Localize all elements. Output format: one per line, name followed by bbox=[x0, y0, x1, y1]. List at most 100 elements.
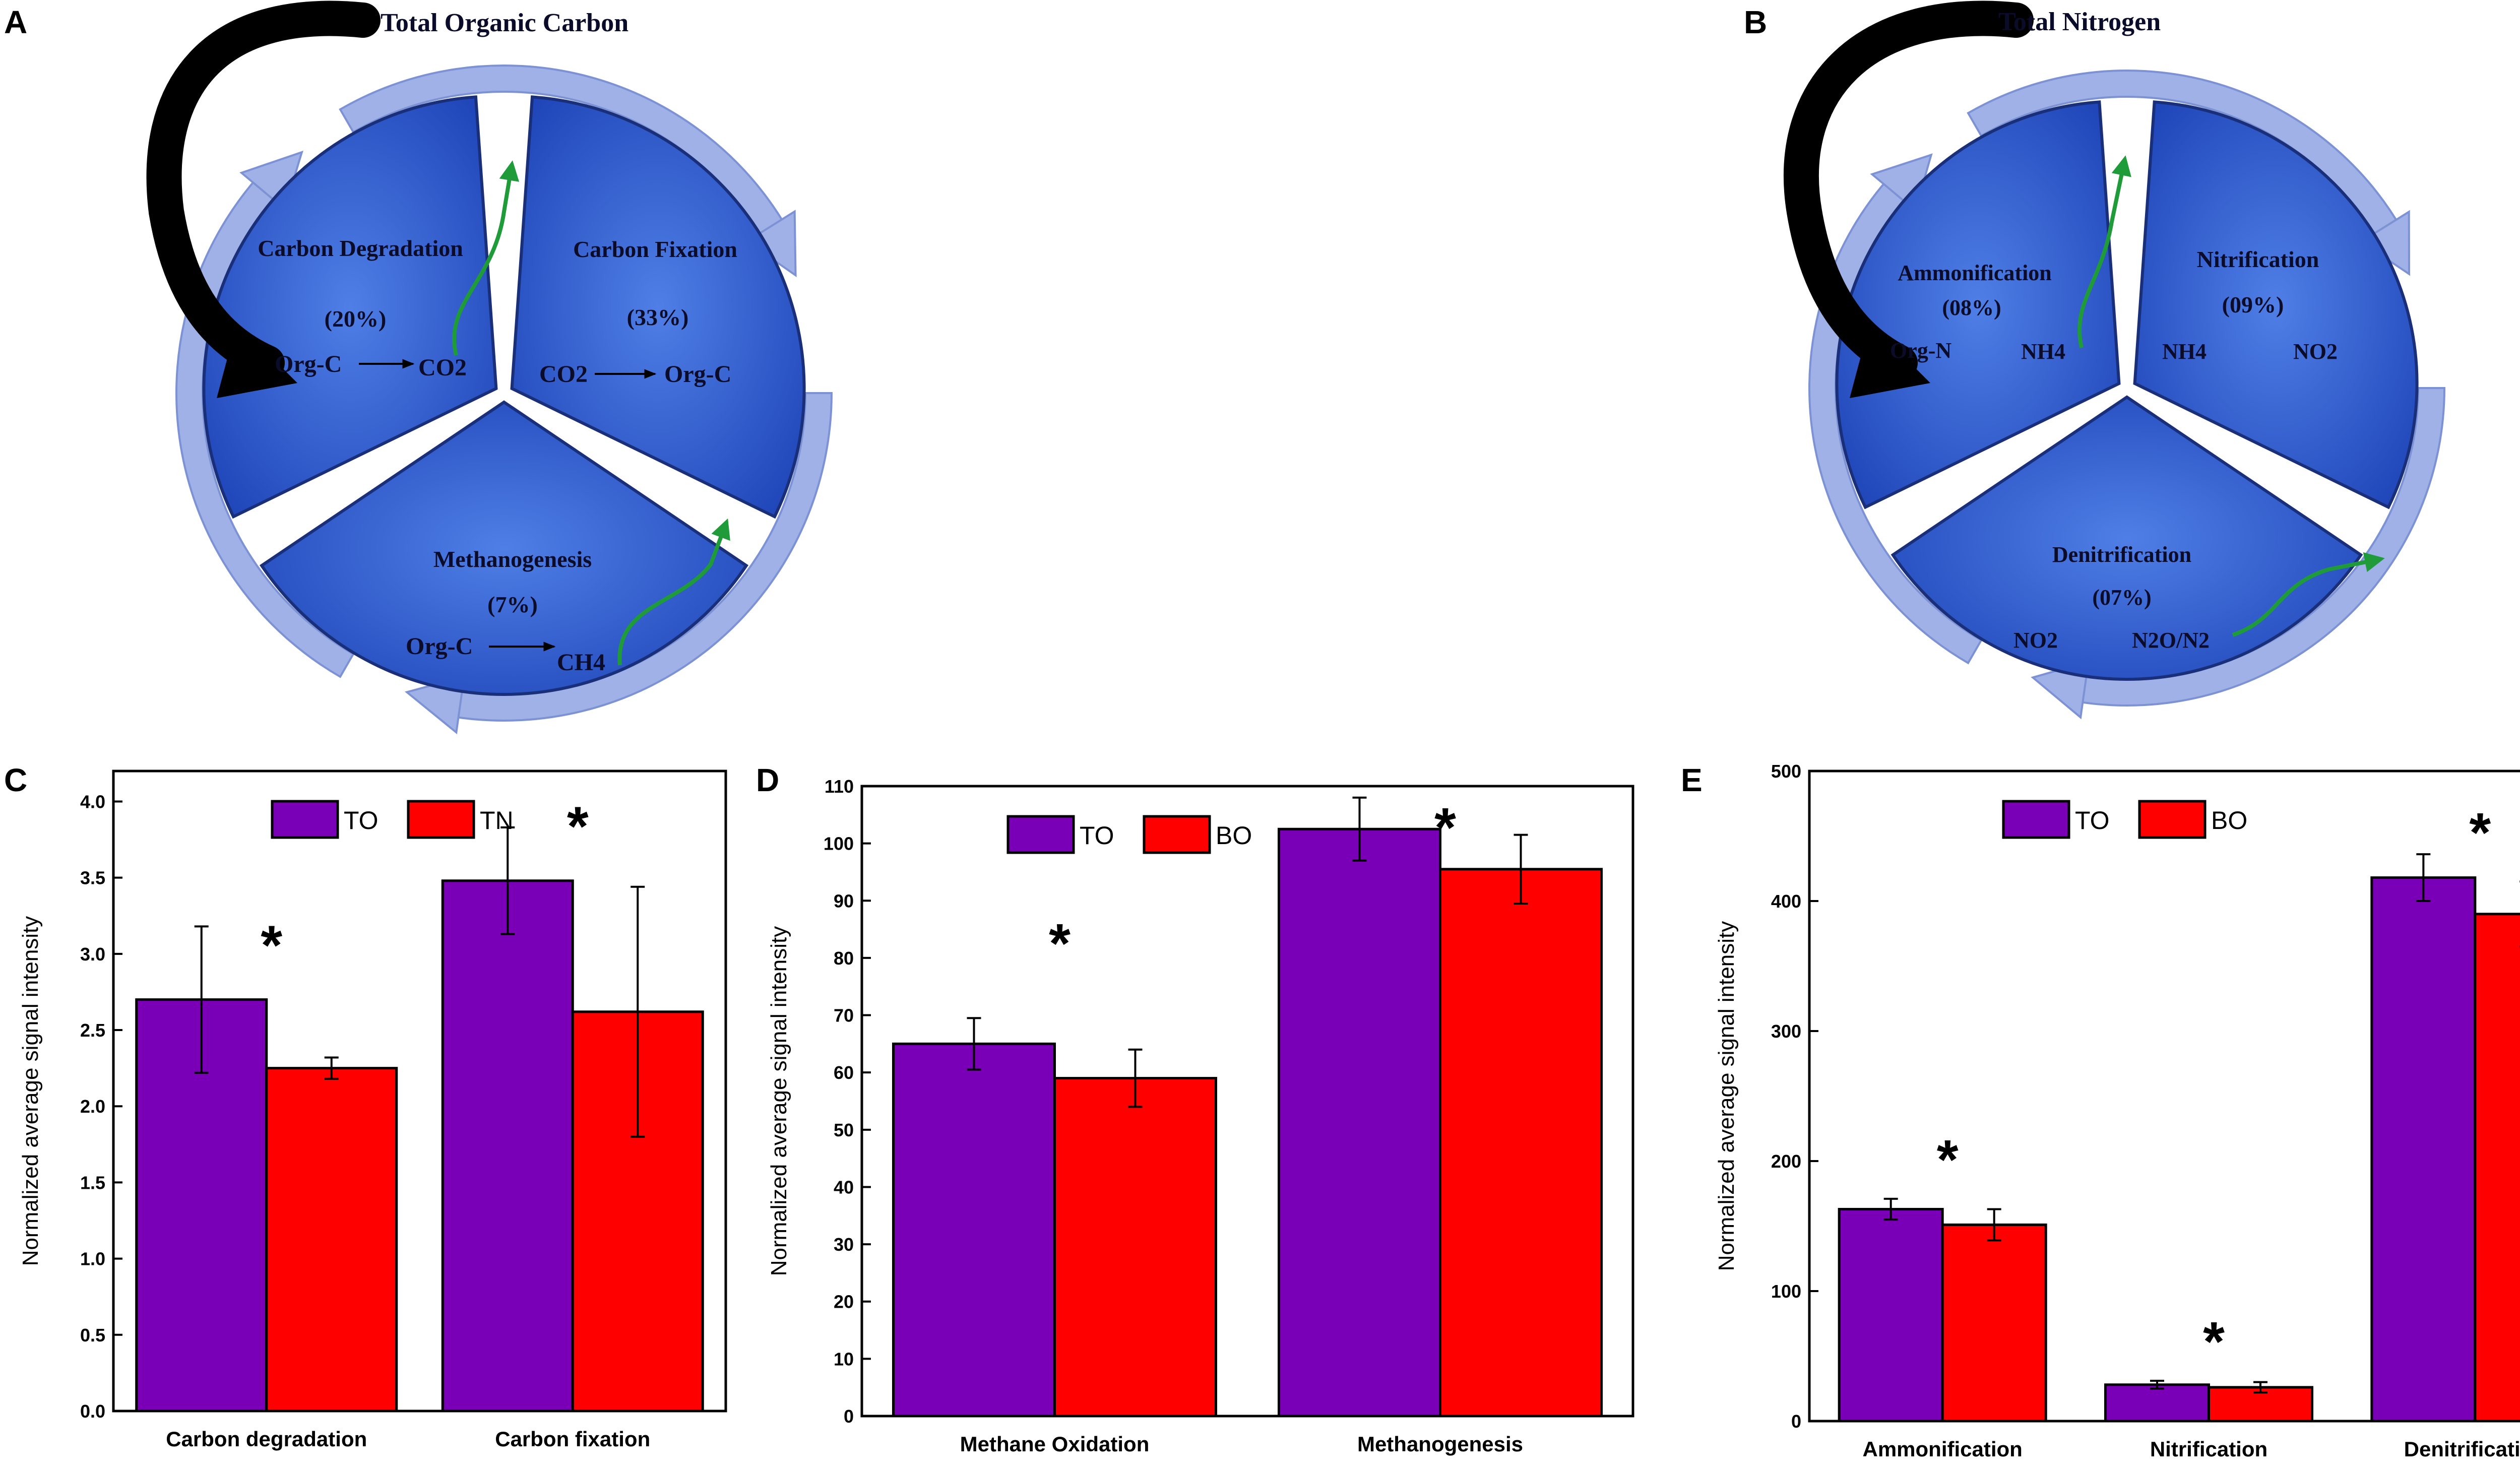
sector-name: Carbon Degradation bbox=[258, 235, 463, 261]
x-category-label: Methanogenesis bbox=[1357, 1432, 1523, 1456]
sector-to: CO2 bbox=[418, 354, 467, 381]
green-flow-arrow bbox=[2232, 552, 2385, 637]
x-category-label: Ammonification bbox=[1862, 1437, 2022, 1461]
y-tick-label: 1.0 bbox=[80, 1249, 105, 1269]
cycle-sector bbox=[510, 95, 806, 519]
x-category-label: Nitrification bbox=[2150, 1437, 2267, 1461]
cycle-diagram-nitrogen: Total Nitrogen Ammonification (08%) Org-… bbox=[1783, 1, 2446, 720]
y-tick-label: 50 bbox=[834, 1120, 854, 1140]
curved-black-arrow-head bbox=[217, 323, 297, 398]
y-tick-label: 500 bbox=[1771, 761, 1801, 782]
plot-frame bbox=[860, 785, 1634, 1418]
sector-name: Ammonification bbox=[1898, 261, 2052, 285]
sector-pct: (07%) bbox=[2092, 585, 2151, 610]
sector-from: Org-C bbox=[275, 351, 342, 377]
bar bbox=[1439, 868, 1603, 1418]
bar bbox=[441, 879, 574, 1413]
legend-swatch bbox=[271, 800, 339, 839]
green-flow-arrow bbox=[2077, 155, 2131, 348]
sector-from: NH4 bbox=[2162, 339, 2207, 364]
legend-label: BO bbox=[2211, 806, 2247, 835]
sector-from: CO2 bbox=[539, 361, 588, 388]
significance-star: * bbox=[1937, 1129, 1959, 1191]
y-tick-label: 60 bbox=[834, 1062, 854, 1083]
cycle-title: Total Nitrogen bbox=[1998, 8, 2161, 36]
bar bbox=[2370, 876, 2477, 1423]
legend-swatch bbox=[2002, 800, 2070, 839]
sector-to: NH4 bbox=[2021, 339, 2065, 364]
legend-label: TO bbox=[344, 806, 379, 835]
y-tick-label: 30 bbox=[834, 1234, 854, 1255]
cycle-diagram-carbon: Total Organic Carbon Carbon Degradation … bbox=[146, 1, 833, 735]
bar bbox=[2474, 913, 2520, 1423]
y-tick-label: 300 bbox=[1771, 1021, 1801, 1042]
y-tick-label: 20 bbox=[834, 1292, 854, 1312]
sector-name: Nitrification bbox=[2197, 246, 2319, 272]
sector-pct: (20%) bbox=[325, 306, 387, 332]
panel-letter-d: D bbox=[756, 762, 779, 798]
y-tick-label: 110 bbox=[825, 776, 854, 797]
y-tick-label: 100 bbox=[1771, 1281, 1801, 1302]
sector-pct: (7%) bbox=[487, 592, 538, 617]
sector-name: Carbon Fixation bbox=[573, 236, 737, 262]
legend-swatch bbox=[407, 800, 475, 839]
y-axis-label: Normalized average signal intensity bbox=[767, 926, 791, 1276]
bar bbox=[1838, 1207, 1944, 1423]
y-tick-label: 70 bbox=[834, 1005, 854, 1026]
bar bbox=[1278, 827, 1441, 1418]
green-flow-arrow bbox=[617, 518, 730, 666]
bar bbox=[892, 1042, 1056, 1418]
x-category-label: Carbon fixation bbox=[495, 1427, 650, 1451]
significance-star: * bbox=[567, 796, 589, 858]
panel-letter-e: E bbox=[1681, 762, 1703, 798]
sector-pct: (09%) bbox=[2222, 292, 2284, 317]
y-tick-label: 3.5 bbox=[80, 868, 105, 888]
y-tick-label: 2.5 bbox=[80, 1020, 105, 1041]
legend-swatch bbox=[1143, 815, 1211, 854]
significance-star: * bbox=[1049, 913, 1070, 975]
x-category-label: Methane Oxidation bbox=[960, 1432, 1150, 1456]
y-tick-label: 0 bbox=[1791, 1411, 1801, 1432]
sector-from: Org-N bbox=[1890, 338, 1951, 363]
bar bbox=[2104, 1383, 2210, 1423]
y-tick-label: 0.0 bbox=[80, 1401, 105, 1422]
significance-star: * bbox=[2203, 1311, 2225, 1373]
y-tick-label: 200 bbox=[1771, 1151, 1801, 1172]
panel-letter-b: B bbox=[1744, 4, 1767, 40]
cycle-sector bbox=[1891, 395, 2363, 681]
significance-star: * bbox=[2469, 802, 2491, 864]
sector-to: N2O/N2 bbox=[2132, 628, 2210, 653]
curved-black-arrow-head bbox=[1850, 323, 1930, 398]
legend-label: TO bbox=[1080, 821, 1114, 850]
bar bbox=[265, 1067, 398, 1413]
cycle-sector bbox=[2133, 100, 2419, 509]
y-tick-label: 0 bbox=[844, 1406, 854, 1427]
sector-pct: (08%) bbox=[1942, 295, 2001, 320]
y-tick-label: 40 bbox=[834, 1177, 854, 1197]
sector-from: NO2 bbox=[2013, 628, 2058, 653]
legend-label: BO bbox=[1216, 821, 1252, 850]
y-axis-label: Normalized average signal intensity bbox=[18, 916, 43, 1266]
curved-black-arrow bbox=[146, 1, 381, 380]
sector-from: Org-C bbox=[406, 633, 473, 660]
y-tick-label: 0.5 bbox=[80, 1325, 105, 1346]
cycle-sector bbox=[202, 95, 498, 519]
cycle-sector bbox=[259, 400, 749, 696]
y-tick-label: 100 bbox=[824, 834, 854, 854]
plot-frame bbox=[112, 770, 727, 1413]
bar bbox=[1941, 1223, 2047, 1423]
legend-label: TN bbox=[480, 806, 514, 835]
y-tick-label: 80 bbox=[834, 948, 854, 969]
sector-to: NO2 bbox=[2293, 339, 2338, 364]
significance-star: * bbox=[261, 915, 282, 977]
legend-swatch bbox=[2138, 800, 2207, 839]
bar-chart-d: 0 10 20 30 40 50 60 70 80 90 100 110 Normalized aver… bbox=[767, 776, 1634, 1456]
sector-to: Org-C bbox=[664, 361, 731, 388]
y-tick-label: 3.0 bbox=[80, 944, 105, 965]
legend-swatch bbox=[1006, 815, 1075, 854]
sector-to: CH4 bbox=[557, 649, 605, 676]
y-tick-label: 90 bbox=[834, 890, 854, 911]
sector-name: Methanogenesis bbox=[433, 546, 592, 572]
panel-letter-a: A bbox=[4, 4, 27, 40]
